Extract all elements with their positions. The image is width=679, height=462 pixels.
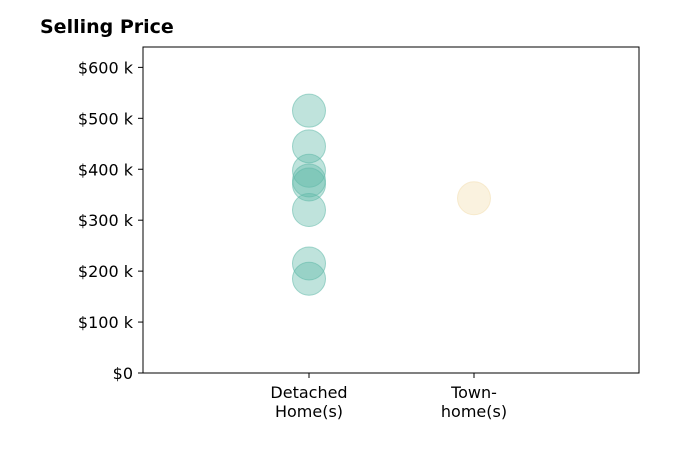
data-point xyxy=(292,167,326,202)
data-point xyxy=(292,193,326,227)
y-tick-label: $400 k xyxy=(78,160,134,179)
y-tick-label: $500 k xyxy=(78,109,134,128)
data-point xyxy=(292,93,326,128)
data-point xyxy=(292,153,326,188)
x-tick-label: Town-home(s) xyxy=(441,383,507,421)
data-point xyxy=(292,246,326,281)
y-tick-label: $0 xyxy=(113,364,133,383)
data-point xyxy=(457,181,491,216)
plot-area-frame xyxy=(142,46,640,374)
x-tick-label: Detached Home(s) xyxy=(270,383,347,421)
y-tick-label: $200 k xyxy=(78,262,134,281)
y-tick-label: $300 k xyxy=(78,211,134,230)
data-point xyxy=(292,129,326,164)
data-point xyxy=(292,261,326,296)
chart-title: Selling Price xyxy=(40,16,174,38)
y-tick-label: $100 k xyxy=(78,313,134,332)
y-axis: $0 $100 k $200 k $300 k $400 k $500 k $600 k xyxy=(78,58,143,383)
data-points xyxy=(292,93,491,296)
x-axis: Detached Home(s) Town-home(s) xyxy=(270,373,507,421)
y-tick-label: $600 k xyxy=(78,58,134,77)
